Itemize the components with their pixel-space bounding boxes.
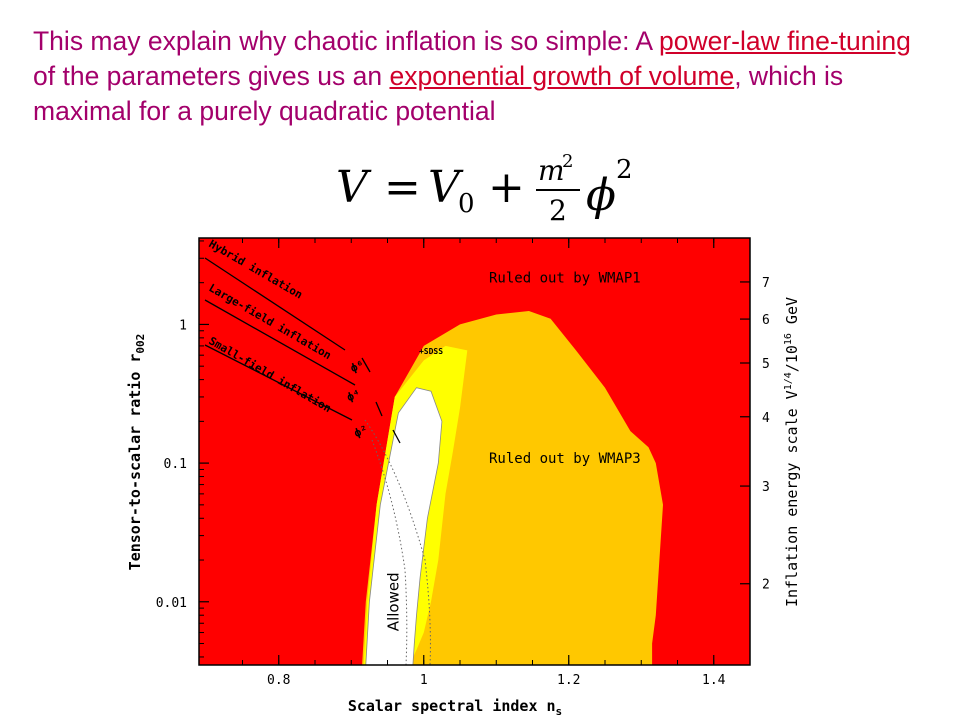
model-boundary-lines [204, 257, 401, 444]
y2-tick-label: 6 [762, 313, 770, 328]
y-axis-label: Tensor-to-scalar ratio r002 [126, 334, 147, 571]
y2-tick-label: 5 [762, 357, 770, 372]
formula-denominator: 2 [549, 194, 567, 227]
y-tick-label: 0.01 [156, 596, 187, 611]
headline-text-3: , which is maximal for a purely quadrati… [33, 61, 844, 126]
y2-tick-label: 2 [762, 578, 770, 593]
x-tick-label: 1.4 [702, 673, 726, 688]
formula-plus: + [488, 162, 525, 213]
x-tick-label: 1.2 [557, 673, 580, 688]
formula-v0-sub: 0 [458, 189, 475, 219]
x-tick-label: 0.8 [267, 673, 290, 688]
formula-m-exp: 2 [562, 151, 573, 172]
exponential-growth-link[interactable]: exponential growth of volume [389, 61, 735, 91]
dotted-curve-2 [371, 439, 408, 666]
y2-tick-label: 3 [762, 480, 770, 495]
plot-frame [198, 237, 751, 666]
y2-tick-label: 4 [762, 411, 770, 426]
annotation-label: ϕ² [352, 423, 369, 440]
x-axis-label: Scalar spectral index ns [348, 697, 562, 718]
y2-axis-ticks: 2 3 4 5 6 7 [740, 276, 770, 593]
line-small-field [204, 344, 353, 421]
annotation-label: ϕ⁴ [345, 387, 362, 404]
headline-text-2: of the parameters gives us an [33, 61, 390, 91]
phi6-marker [361, 357, 371, 373]
y2-tick-label: 7 [762, 276, 770, 291]
line-hybrid [204, 257, 346, 351]
x-tick-label: 1 [420, 673, 428, 688]
line-large-field [204, 299, 356, 386]
region-allowed [365, 387, 443, 666]
power-law-fine-tuning-link[interactable]: power-law fine-tuning [658, 26, 911, 56]
formula-v0: V [428, 162, 464, 213]
annotation-label: +SDSS [419, 347, 443, 356]
y-tick-label: 1 [179, 318, 187, 333]
phi4-marker [375, 401, 383, 417]
dotted-model-curves [364, 419, 431, 666]
formula-equals: = [384, 162, 421, 213]
annotation-label: Allowed [384, 572, 402, 631]
dotted-curve-1 [364, 419, 431, 666]
potential-formula: V = V 0 + m 2 2 ϕ 2 [336, 151, 633, 227]
y-tick-label: 0.1 [164, 457, 187, 472]
slide-headline: This may explain why chaotic inflation i… [33, 24, 938, 129]
headline-text-1: This may explain why chaotic inflation i… [33, 26, 659, 56]
annotation-label: Ruled out by WMAP3 [489, 451, 641, 467]
formula-m: m [538, 154, 565, 187]
y-axis-ticks: 0.01 0.1 1 [156, 240, 209, 658]
formula-v: V [336, 162, 372, 213]
y2-axis-label: Inflation energy scale V1/4/1016 GeV [783, 297, 801, 607]
x-axis-ticks: 0.8 1 1.2 1.4 [242, 238, 726, 688]
phi2-marker [392, 429, 401, 444]
annotation-label: ϕ⁶ [349, 358, 366, 375]
formula-phi-exp: 2 [616, 155, 633, 185]
formula-phi: ϕ [586, 170, 616, 221]
annotation-label: Ruled out by WMAP1 [489, 271, 641, 287]
